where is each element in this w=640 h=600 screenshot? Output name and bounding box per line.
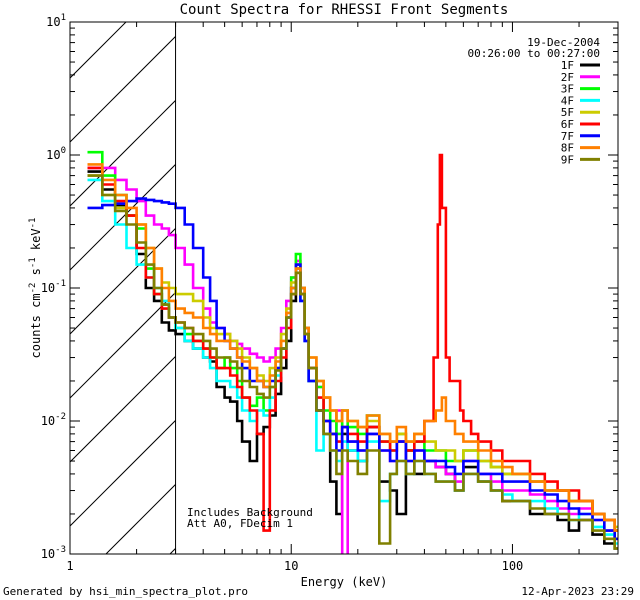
legend-label-6F: 6F (561, 118, 574, 131)
legend-label-8F: 8F (561, 142, 574, 155)
hatch-line (70, 35, 176, 143)
footer-timestamp: 12-Apr-2023 23:29 (521, 585, 634, 598)
legend-label-1F: 1F (561, 59, 574, 72)
time-range-label: 00:26:00 to 00:27:00 (468, 47, 600, 60)
series-6F (87, 153, 618, 532)
y-tick-label: 10-2 (41, 412, 66, 428)
legend-label-5F: 5F (561, 106, 574, 119)
hatch-line (70, 227, 176, 335)
legend-label-4F: 4F (561, 94, 574, 107)
hatch-line (70, 99, 176, 207)
hatched-region (70, 22, 176, 554)
x-tick-label: 10 (284, 559, 298, 573)
annotation-background: Includes Background (187, 506, 313, 519)
y-tick-label: 10-1 (41, 279, 66, 295)
legend-label-2F: 2F (561, 71, 574, 84)
hatch-line (70, 419, 176, 527)
y-tick-label: 101 (46, 13, 66, 29)
chart-title: Count Spectra for RHESSI Front Segments (180, 2, 509, 18)
y-axis-label: counts cm-2 s-1 keV-1 (28, 218, 43, 359)
series-9F (87, 174, 618, 550)
y-tick-label: 10-3 (41, 545, 66, 561)
axes-layer: 1 10 100 101 100 10-1 10-2 10-3 (41, 13, 619, 573)
legend-label-7F: 7F (561, 130, 574, 143)
date-label: 19-Dec-2004 (527, 36, 600, 49)
footer-generated-by: Generated by hsi_min_spectra_plot.pro (3, 585, 249, 598)
x-tick-label: 100 (502, 559, 524, 573)
annotation-attenuator: Att A0, FDecim 1 (187, 517, 293, 530)
legend-label-3F: 3F (561, 83, 574, 96)
series-4F (87, 178, 618, 545)
hatch-line (105, 483, 176, 554)
x-tick-label: 1 (66, 559, 73, 573)
y-tick-label: 100 (46, 146, 66, 162)
series-7F (87, 197, 618, 541)
x-axis-label: Energy (keV) (301, 575, 388, 589)
series-layer (87, 150, 618, 554)
legend-label-9F: 9F (561, 153, 574, 166)
series-8F (87, 163, 618, 532)
